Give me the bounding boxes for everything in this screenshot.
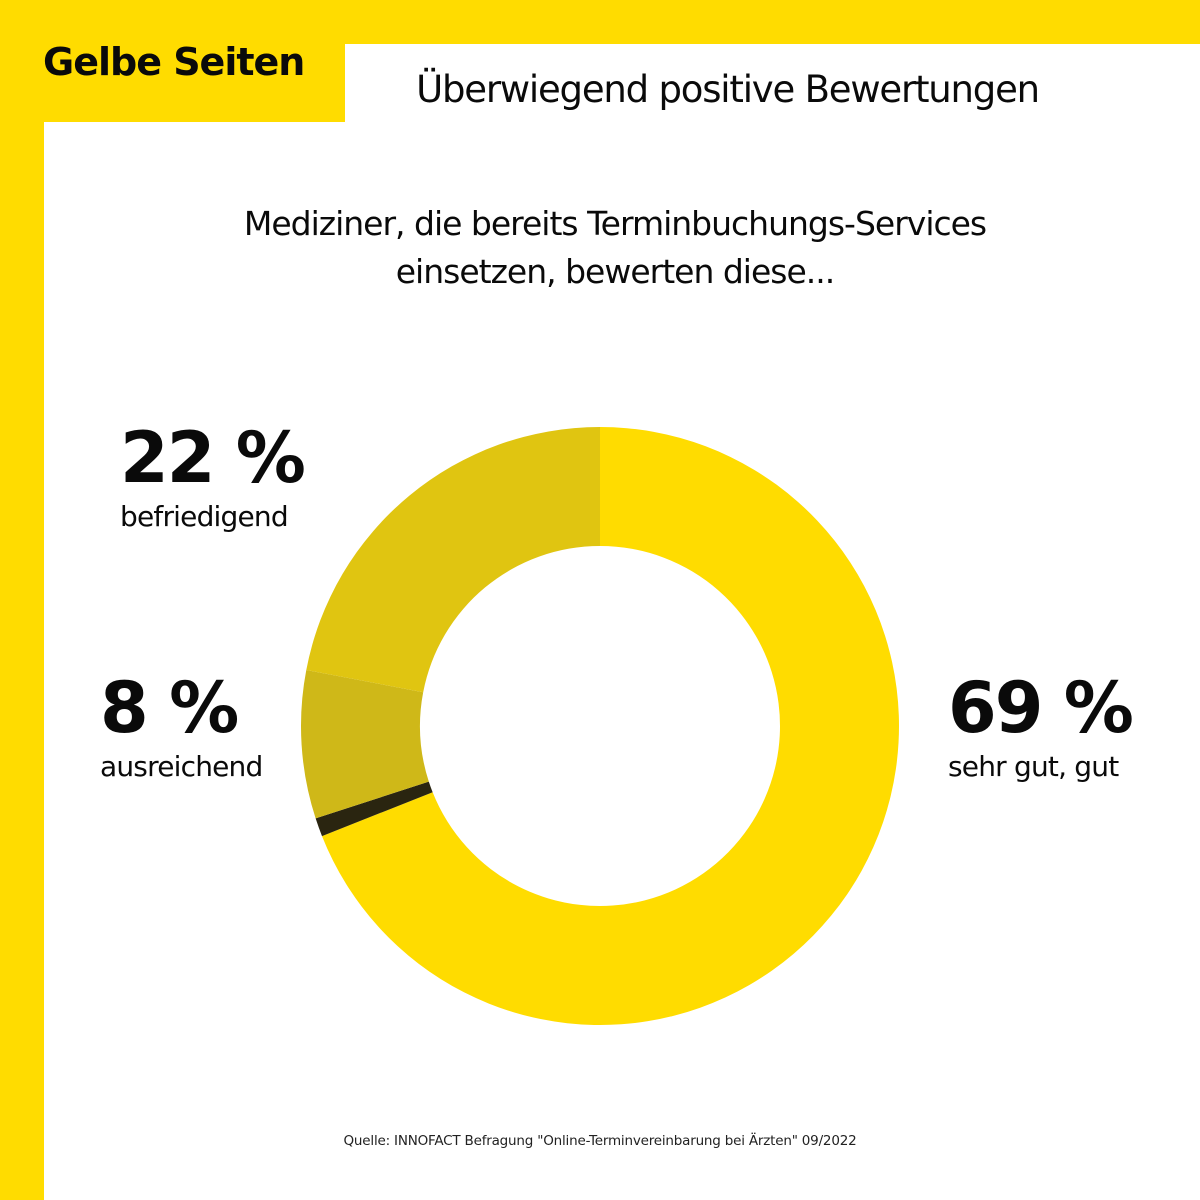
label-befriedigend: 22 % befriedigend <box>120 417 306 534</box>
logo-text: Gelbe Seiten <box>43 40 305 84</box>
chart-subtitle: Mediziner, die bereits Terminbuchungs-Se… <box>100 200 1130 296</box>
headline: Überwiegend positive Bewertungen <box>416 68 1040 111</box>
donut-slice-befriedigend <box>306 427 600 693</box>
subtitle-line-2: einsetzen, bewerten diese... <box>395 252 835 291</box>
brand-frame-left <box>0 0 44 1200</box>
label-ausreichend: 8 % ausreichend <box>100 667 263 784</box>
donut-slice-ausreichend <box>301 669 429 819</box>
category-label-ausreichend: ausreichend <box>100 750 263 783</box>
category-label-befriedigend: befriedigend <box>120 500 289 533</box>
label-sehr-gut-gut: 69 % sehr gut, gut <box>948 667 1134 784</box>
value-label-ausreichend: 8 % <box>100 667 239 749</box>
value-label-befriedigend: 22 % <box>120 417 306 499</box>
donut-slice-sehr-gut-gut <box>321 427 899 1025</box>
source-note: Quelle: INNOFACT Befragung "Online-Termi… <box>343 1133 857 1149</box>
logo-box: Gelbe Seiten <box>0 0 345 122</box>
donut-slice-other <box>315 781 433 837</box>
value-label-sehr-gut-gut: 69 % <box>948 667 1134 749</box>
category-label-sehr-gut-gut: sehr gut, gut <box>948 750 1119 783</box>
subtitle-line-1: Mediziner, die bereits Terminbuchungs-Se… <box>243 204 987 243</box>
